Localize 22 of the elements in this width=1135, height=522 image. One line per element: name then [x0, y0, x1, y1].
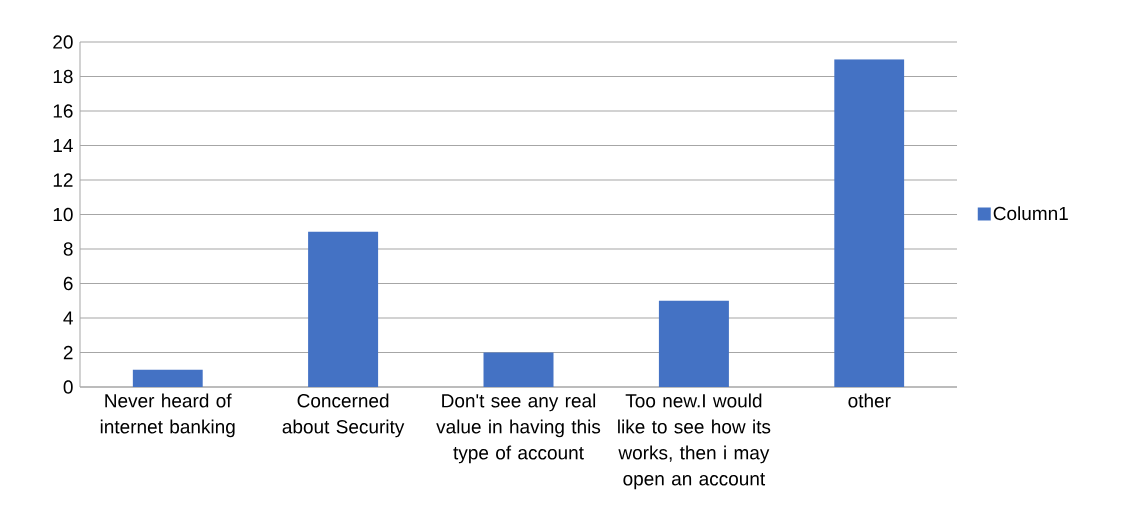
bar: [483, 352, 554, 387]
y-tick-label: 20: [53, 35, 73, 49]
y-tick-label: 14: [53, 138, 73, 153]
x-tick-label: Concerned about Security: [282, 393, 405, 438]
y-tick-label: 18: [53, 69, 73, 84]
bar: [658, 300, 729, 387]
legend-label: Column1: [993, 206, 1068, 221]
bar: [308, 231, 379, 387]
y-tick-label: 2: [63, 345, 73, 360]
y-tick-label: 16: [53, 104, 73, 118]
y-tick-label: 12: [53, 173, 73, 187]
y-tick-label: 0: [63, 380, 73, 394]
y-tick-label: 10: [53, 207, 73, 222]
bar: [132, 369, 203, 387]
y-tick-label: 4: [63, 311, 73, 325]
y-tick-label: 8: [63, 242, 73, 256]
x-tick-label: other: [848, 393, 891, 408]
y-tick-label: 6: [63, 276, 73, 291]
x-tick-label: Never heard of internet banking: [100, 393, 235, 438]
x-tick-label: Don't see any real value in having this type of account: [436, 393, 601, 464]
x-tick-label: Too new.I would like to see how its works, then i may open an account: [618, 393, 771, 490]
bar: [834, 59, 905, 387]
